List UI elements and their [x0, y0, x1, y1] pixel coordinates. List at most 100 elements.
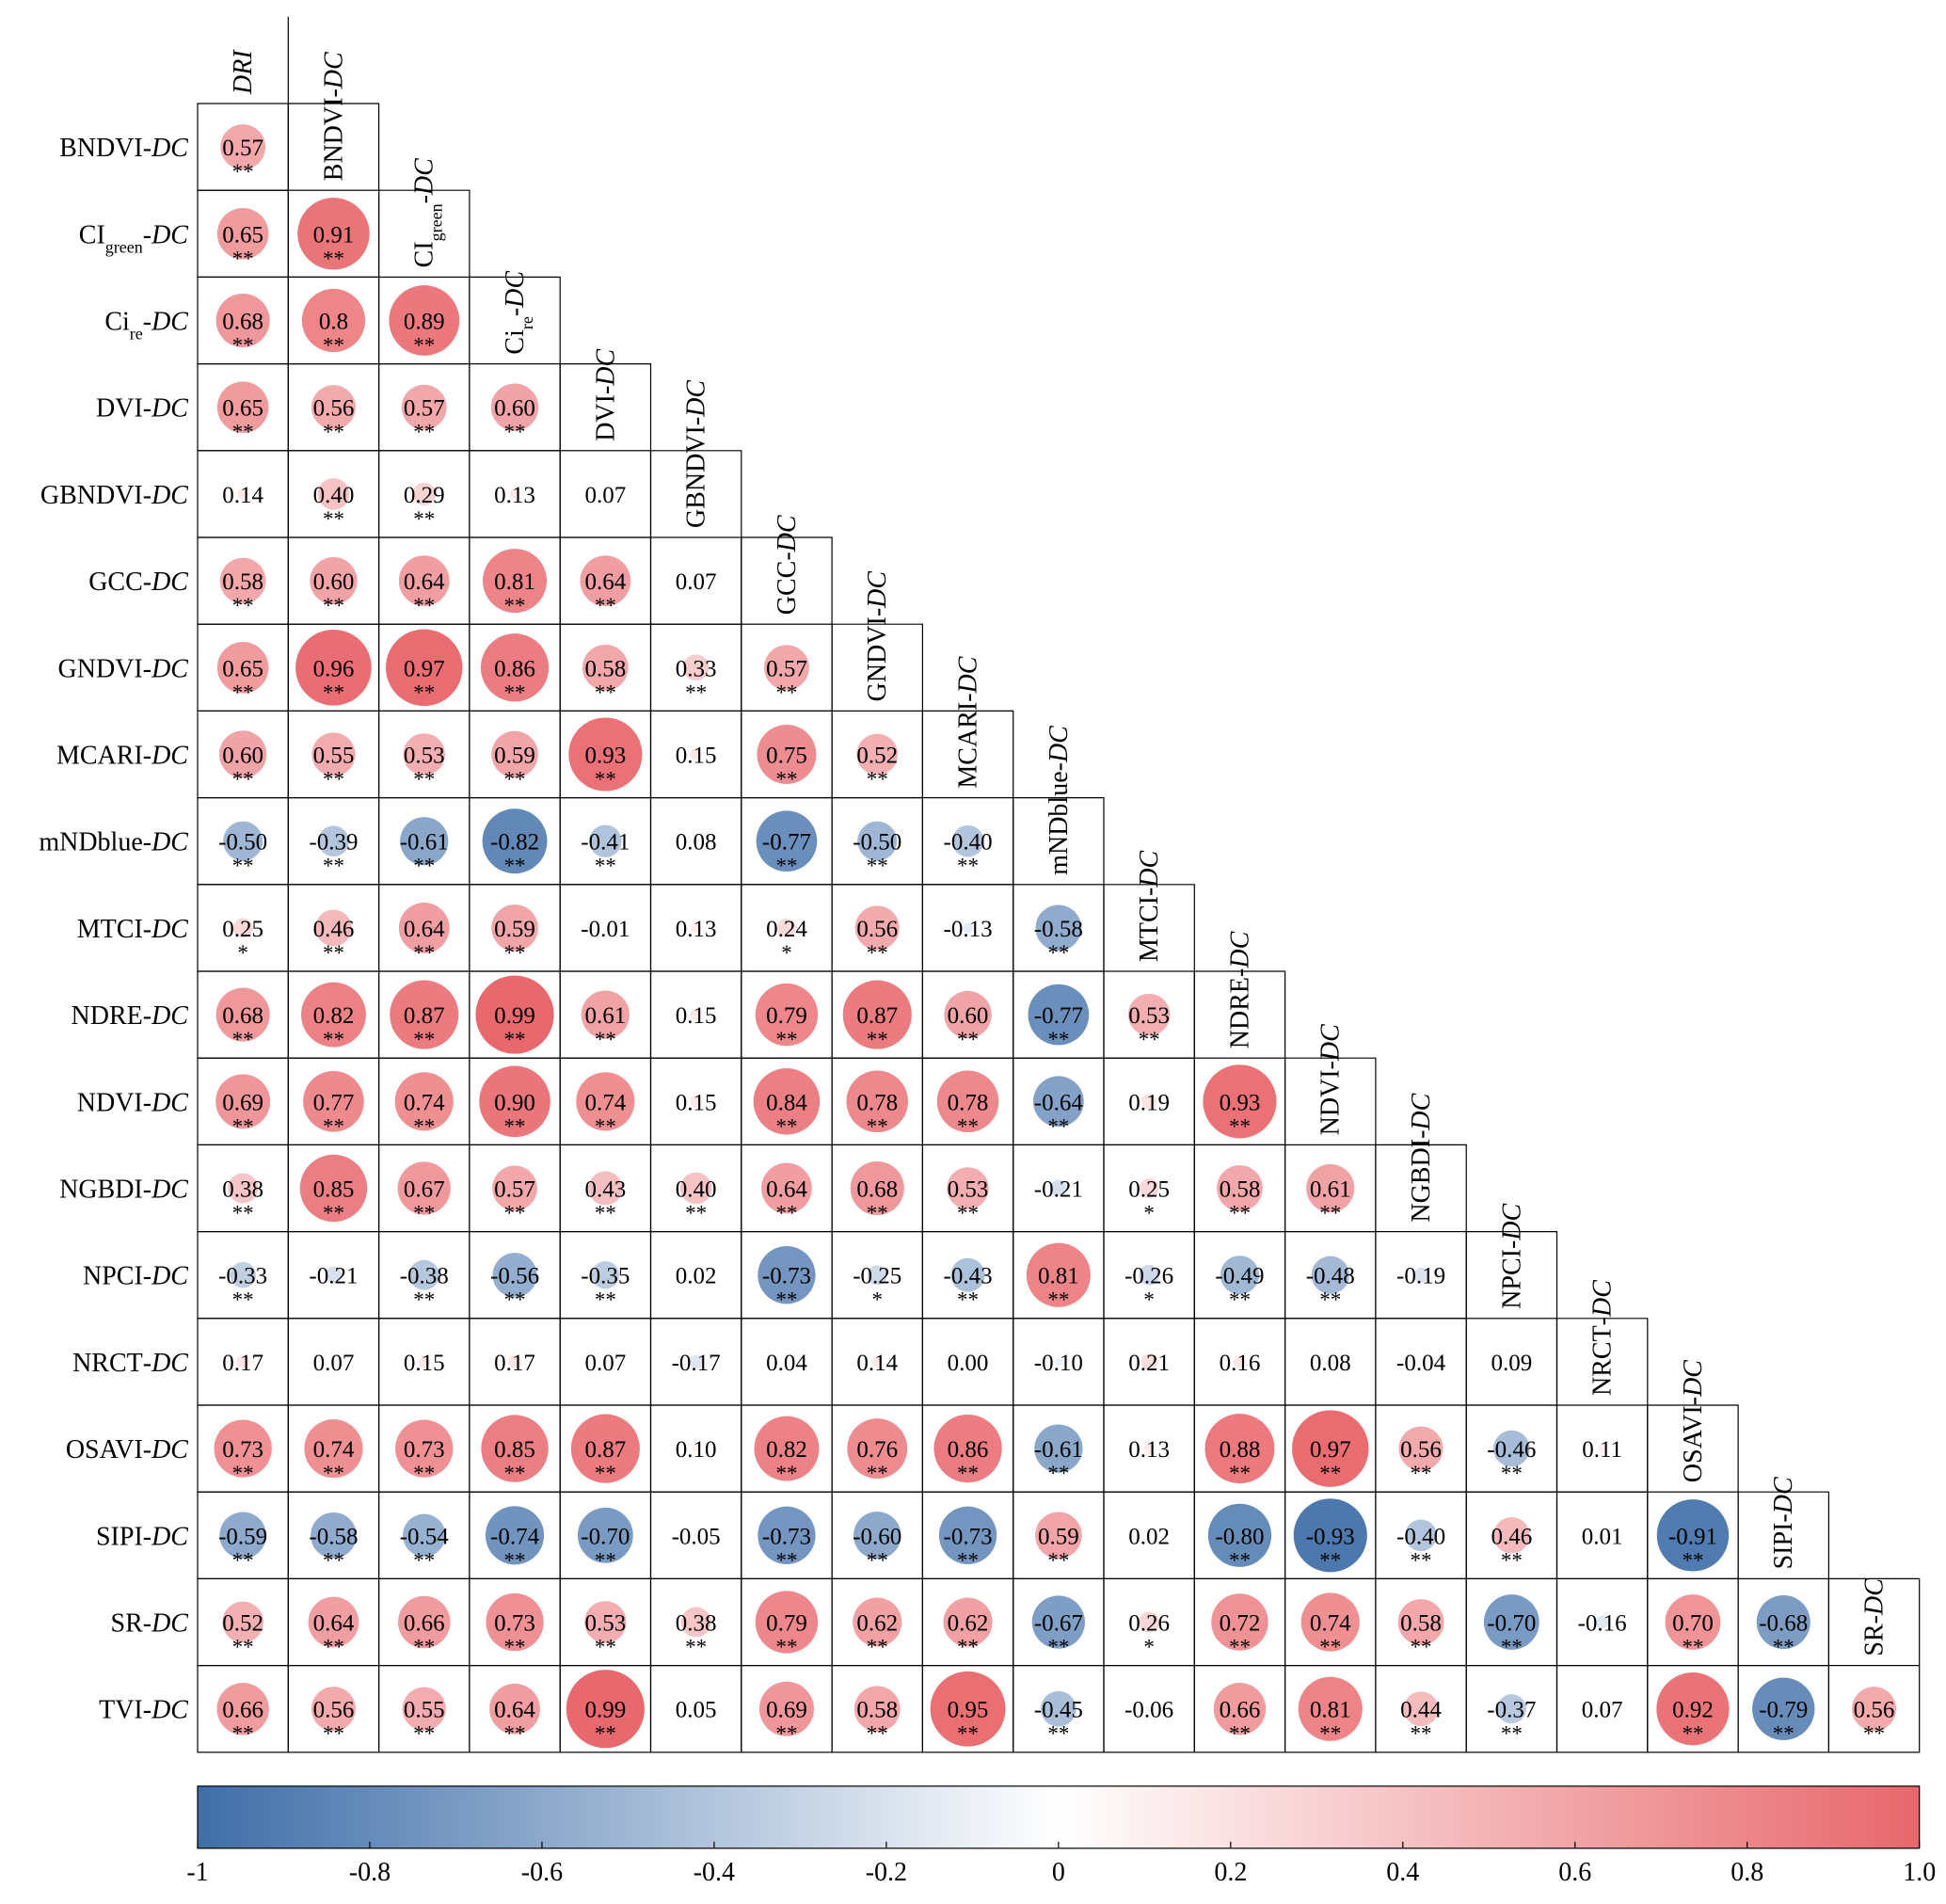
header-cell-border	[559, 363, 652, 451]
column-label-name: SIPI	[1769, 1523, 1798, 1570]
significance-marker: **	[775, 855, 797, 878]
correlation-value: 0.08	[1310, 1351, 1351, 1376]
column-label-suffix: DRI	[229, 49, 258, 95]
correlation-value: 0.07	[584, 1351, 626, 1376]
correlation-value: 0.25	[1128, 1177, 1170, 1203]
significance-marker: **	[867, 1462, 888, 1485]
significance-marker: **	[323, 1722, 344, 1746]
correlation-value: -0.60	[853, 1524, 901, 1549]
correlation-circle	[694, 1273, 697, 1276]
correlation-circle	[311, 385, 356, 430]
correlation-circle	[930, 1671, 1006, 1747]
row-label-suffix: -DC	[143, 394, 189, 424]
significance-marker: **	[1319, 1636, 1341, 1659]
correlation-value: 0.66	[222, 1698, 263, 1723]
header-cell-border	[1375, 1144, 1467, 1232]
correlation-circle	[690, 748, 702, 760]
correlation-value: 0.09	[1491, 1351, 1532, 1376]
correlation-value: 0.65	[222, 656, 263, 681]
colorbar-tick-label: -0.2	[866, 1858, 907, 1887]
correlation-circle	[215, 987, 270, 1042]
correlation-circle	[222, 1601, 263, 1643]
correlation-value: 0.97	[404, 656, 445, 681]
column-label-name: NRCT	[1588, 1325, 1618, 1396]
column-label-suffix: -DC	[319, 52, 348, 98]
correlation-value: 0.72	[1220, 1611, 1261, 1637]
correlation-circle	[1665, 1594, 1721, 1650]
correlation-value: -0.06	[1125, 1698, 1173, 1723]
header-cell-border	[469, 276, 561, 364]
significance-marker: **	[232, 1288, 254, 1312]
correlation-circle	[1756, 1594, 1810, 1650]
correlation-circle	[581, 990, 630, 1039]
significance-marker: **	[1319, 1462, 1341, 1485]
column-label: DVI-DC	[591, 348, 620, 440]
correlation-circle	[1203, 1064, 1277, 1139]
significance-marker: **	[323, 680, 344, 704]
correlation-circle	[311, 1687, 356, 1732]
correlation-circle	[1141, 1094, 1157, 1110]
correlation-value: -0.10	[1034, 1351, 1083, 1376]
correlation-circle	[1148, 1534, 1150, 1537]
significance-marker: **	[232, 1636, 254, 1659]
correlation-circle	[1397, 1599, 1444, 1645]
significance-marker: **	[1047, 1114, 1069, 1138]
correlation-circle	[1293, 1498, 1367, 1573]
correlation-value: 0.58	[584, 656, 626, 681]
row-label-suffix: -DC	[143, 1522, 189, 1551]
significance-marker: **	[413, 1722, 435, 1746]
correlation-value: 0.74	[584, 1090, 626, 1115]
correlation-value: 0.57	[222, 136, 263, 161]
significance-marker: **	[323, 768, 344, 792]
row-label: NDRE-DC	[72, 1001, 189, 1031]
correlation-circle	[1127, 993, 1171, 1036]
correlation-value: -0.54	[400, 1524, 450, 1549]
significance-marker: **	[232, 1462, 254, 1485]
correlation-circle	[850, 1160, 904, 1216]
significance-marker: **	[1863, 1722, 1885, 1746]
significance-marker: **	[957, 855, 979, 878]
correlation-circle	[580, 555, 631, 606]
correlation-circle	[758, 1681, 814, 1736]
correlation-value: 0.53	[584, 1611, 626, 1637]
column-label-name: GBNDVI	[682, 425, 711, 528]
correlation-value: -0.21	[1034, 1177, 1083, 1203]
correlation-circle	[1306, 1163, 1355, 1213]
column-label-suffix: -DC	[1316, 1024, 1346, 1070]
significance-marker: **	[1682, 1722, 1703, 1746]
row-label-suffix: -DC	[143, 134, 189, 163]
correlation-value: 0.11	[1582, 1437, 1622, 1463]
significance-marker: **	[1139, 1028, 1160, 1051]
correlation-value: 0.65	[222, 222, 263, 248]
correlation-circle	[475, 975, 554, 1054]
significance-marker: **	[323, 594, 344, 617]
correlation-circle	[758, 1506, 816, 1564]
significance-marker: **	[595, 1114, 616, 1138]
significance-marker: *	[1143, 1288, 1155, 1312]
correlation-value: 0.79	[766, 1611, 807, 1637]
column-label-name: NPCI	[1497, 1249, 1526, 1309]
colorbar-tick-label: -0.4	[694, 1858, 735, 1887]
correlation-value: -0.01	[581, 917, 630, 942]
significance-marker: **	[504, 1636, 526, 1659]
header-cell-border	[1827, 1577, 1921, 1666]
correlation-value: -0.26	[1125, 1264, 1173, 1289]
correlation-circle	[230, 1261, 257, 1288]
correlation-circle	[943, 1597, 993, 1647]
header-cell-border	[1013, 797, 1105, 885]
correlation-value: 0.91	[313, 222, 355, 248]
correlation-circle	[1031, 1595, 1085, 1649]
row-label: SR-DC	[111, 1609, 189, 1639]
correlation-value: 0.59	[494, 744, 535, 769]
correlation-value: 0.92	[1672, 1698, 1714, 1723]
column-label-name: MTCI	[1135, 896, 1164, 962]
correlation-circle	[947, 1167, 989, 1209]
correlation-circle	[582, 644, 629, 691]
header-cell-border	[287, 103, 380, 191]
correlation-value: -0.73	[944, 1524, 993, 1549]
correlation-circle	[1483, 1594, 1539, 1650]
row-label-name: MCARI	[56, 742, 143, 771]
correlation-value: -0.50	[218, 830, 267, 856]
significance-marker: **	[232, 1114, 254, 1138]
correlation-circle	[1403, 1691, 1439, 1727]
